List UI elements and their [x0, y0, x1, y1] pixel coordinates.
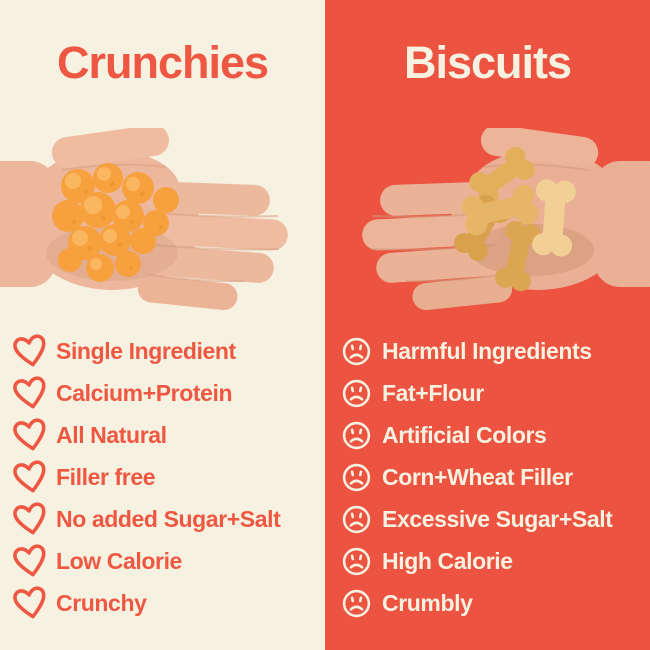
- crunchies-benefits-list: Single Ingredient Calcium+Protein All Na…: [0, 330, 325, 624]
- list-item: Filler free: [0, 456, 325, 498]
- finger: [149, 213, 288, 251]
- hand-holding-crunchies-image: [0, 128, 288, 311]
- list-item: Excessive Sugar+Salt: [325, 498, 650, 540]
- sad-face-icon: [341, 504, 372, 535]
- finger: [137, 275, 238, 311]
- heart-outline-icon: [12, 586, 49, 620]
- biscuits-drawbacks-list: Harmful Ingredients Fat+Flour Artificial…: [325, 330, 650, 624]
- list-item-label: Crumbly: [382, 589, 473, 616]
- heart-outline-icon: [12, 418, 49, 452]
- list-item-label: Crunchy: [56, 589, 147, 616]
- list-item-label: Fat+Flour: [382, 379, 484, 406]
- sad-face-icon: [341, 420, 372, 451]
- sad-face-icon: [341, 378, 372, 409]
- list-item-label: Artificial Colors: [382, 421, 547, 448]
- list-item: Calcium+Protein: [0, 372, 325, 414]
- list-item-label: High Calorie: [382, 547, 513, 574]
- list-item: No added Sugar+Salt: [0, 498, 325, 540]
- thumb: [51, 128, 170, 168]
- heart-outline-icon: [12, 460, 49, 494]
- biscuits-title: Biscuits: [403, 37, 572, 88]
- finger: [412, 275, 513, 311]
- list-item: Artificial Colors: [325, 414, 650, 456]
- sad-face-icon: [341, 588, 372, 619]
- list-item-label: Corn+Wheat Filler: [382, 463, 573, 490]
- finger-creases: [61, 163, 280, 283]
- list-item-label: Filler free: [56, 463, 156, 490]
- crunchies-title: Crunchies: [56, 37, 269, 88]
- biscuits-panel: Biscuits: [325, 0, 650, 650]
- heart-outline-icon: [12, 334, 49, 368]
- biscuits-pile: [454, 146, 594, 292]
- list-item-label: No added Sugar+Salt: [56, 505, 281, 532]
- list-item: High Calorie: [325, 540, 650, 582]
- heart-outline-icon: [12, 502, 49, 536]
- list-item: Low Calorie: [0, 540, 325, 582]
- list-item: Crunchy: [0, 582, 325, 624]
- heart-outline-icon: [12, 376, 49, 410]
- list-item: All Natural: [0, 414, 325, 456]
- hand-holding-biscuits-image: [362, 128, 650, 311]
- crunchies-panel: Crunchies: [0, 0, 325, 650]
- list-item: Corn+Wheat Filler: [325, 456, 650, 498]
- list-item-label: Single Ingredient: [56, 337, 236, 364]
- sad-face-icon: [341, 336, 372, 367]
- crunchies-pile: [46, 163, 179, 282]
- list-item: Fat+Flour: [325, 372, 650, 414]
- list-item: Crumbly: [325, 582, 650, 624]
- list-item: Single Ingredient: [0, 330, 325, 372]
- heart-outline-icon: [12, 544, 49, 578]
- list-item-label: Calcium+Protein: [56, 379, 233, 406]
- list-item-label: Excessive Sugar+Salt: [382, 505, 613, 532]
- list-item-label: All Natural: [56, 421, 167, 448]
- list-item-label: Harmful Ingredients: [382, 337, 592, 364]
- list-item: Harmful Ingredients: [325, 330, 650, 372]
- list-item-label: Low Calorie: [56, 547, 182, 574]
- finger: [146, 246, 274, 283]
- sad-face-icon: [341, 546, 372, 577]
- sad-face-icon: [341, 462, 372, 493]
